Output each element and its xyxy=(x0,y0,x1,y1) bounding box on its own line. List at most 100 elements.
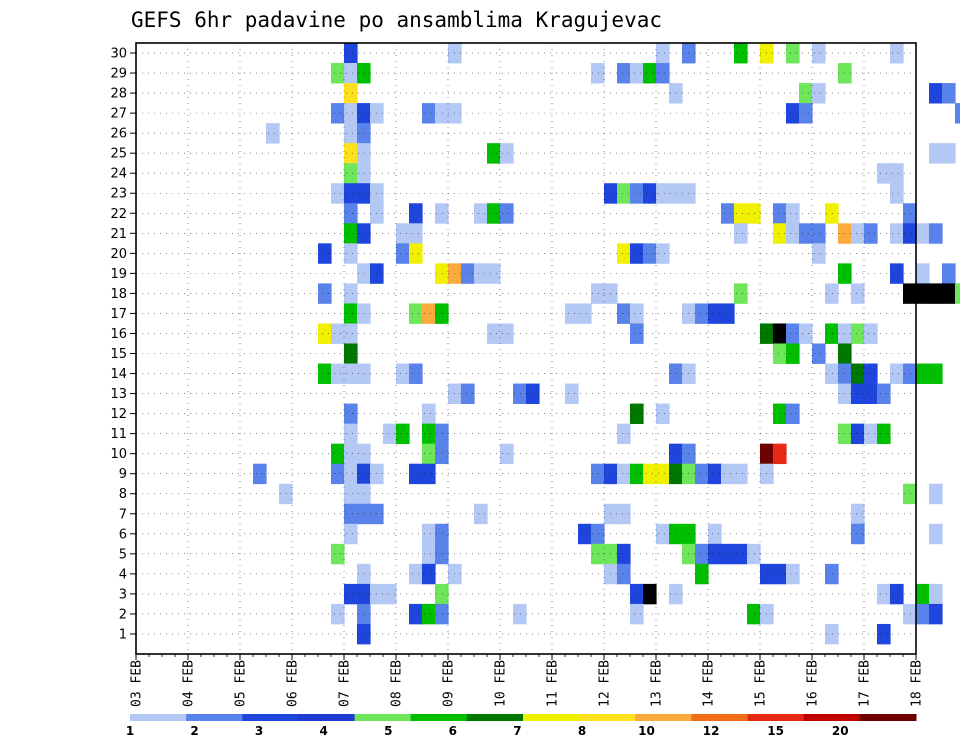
data-cell xyxy=(708,543,722,565)
data-cell xyxy=(890,43,904,64)
data-cell xyxy=(656,463,670,485)
data-cell xyxy=(695,303,709,324)
data-cell xyxy=(721,463,735,485)
data-cell xyxy=(344,283,358,304)
data-cell xyxy=(734,283,748,304)
data-cell xyxy=(669,583,683,605)
data-cell xyxy=(877,423,891,445)
data-cell xyxy=(591,463,605,485)
legend-swatch xyxy=(186,714,243,721)
data-cell xyxy=(357,303,371,324)
data-cell xyxy=(916,283,930,304)
data-cell xyxy=(773,403,787,425)
data-cell xyxy=(708,303,722,324)
data-cell xyxy=(344,103,358,124)
data-cell xyxy=(487,143,501,164)
data-cell xyxy=(383,583,397,605)
data-cell xyxy=(565,383,579,404)
data-cell xyxy=(812,343,826,364)
data-cell xyxy=(799,103,813,124)
data-cell xyxy=(461,383,475,404)
legend-swatch xyxy=(859,714,917,721)
data-cell xyxy=(357,503,371,525)
data-cell xyxy=(734,543,748,565)
data-cell xyxy=(266,123,280,144)
data-cell xyxy=(435,443,449,465)
data-cell xyxy=(344,323,358,344)
data-cell xyxy=(851,283,865,304)
x-tick-label: 09 FEB xyxy=(442,660,457,707)
plot-frame xyxy=(135,42,917,655)
y-tick-label: 7 xyxy=(119,507,127,522)
data-cell xyxy=(383,423,397,445)
data-cell xyxy=(435,303,449,324)
legend-swatch xyxy=(298,714,356,721)
data-cell xyxy=(786,343,800,364)
legend-label: 6 xyxy=(449,724,457,738)
x-tick-label: 06 FEB xyxy=(286,660,301,707)
data-cell xyxy=(357,443,371,465)
data-cell xyxy=(799,323,813,344)
data-cell xyxy=(812,243,826,264)
x-tick-label: 04 FEB xyxy=(182,660,197,707)
data-cell xyxy=(773,563,787,585)
data-cell xyxy=(708,463,722,485)
color-legend: 1 2 3 4 5 6 7 8 10 12 15 20 xyxy=(126,714,917,738)
data-cell xyxy=(409,243,423,264)
legend-swatch xyxy=(635,714,692,721)
data-cell xyxy=(357,603,371,625)
data-cell xyxy=(331,363,345,384)
data-cell xyxy=(513,603,527,625)
data-cell xyxy=(630,183,644,204)
data-cell xyxy=(630,463,644,485)
data-cell xyxy=(669,523,683,545)
data-cell xyxy=(357,163,371,184)
data-cell xyxy=(344,343,358,364)
legend-label: 4 xyxy=(320,724,328,738)
data-cell xyxy=(786,103,800,124)
data-cell xyxy=(825,563,839,585)
data-cell xyxy=(617,463,631,485)
data-cell xyxy=(942,263,956,284)
data-cell xyxy=(331,103,345,124)
x-tick-label: 08 FEB xyxy=(390,660,405,707)
data-cell xyxy=(916,603,930,625)
data-cell xyxy=(591,523,605,545)
legend-label: 12 xyxy=(703,724,720,738)
x-tick-label: 12 FEB xyxy=(598,660,613,707)
data-cell xyxy=(344,523,358,545)
data-cell xyxy=(656,43,670,64)
data-cell xyxy=(747,203,761,224)
data-cell xyxy=(435,603,449,625)
data-cell xyxy=(357,63,371,84)
data-cell xyxy=(955,103,960,124)
data-cell xyxy=(422,303,436,324)
data-cell xyxy=(617,63,631,84)
data-cell xyxy=(318,243,332,264)
data-cell xyxy=(786,563,800,585)
data-cell xyxy=(357,143,371,164)
data-cell xyxy=(877,623,891,645)
data-cell xyxy=(851,523,865,545)
data-cell xyxy=(396,363,410,384)
y-tick-label: 27 xyxy=(110,107,127,122)
data-cell xyxy=(773,343,787,364)
data-cell xyxy=(487,263,501,284)
data-cell xyxy=(643,463,657,485)
data-cell xyxy=(721,203,735,224)
data-cell xyxy=(474,203,488,224)
data-cell xyxy=(877,163,891,184)
data-cell xyxy=(825,323,839,344)
data-cell xyxy=(617,503,631,525)
data-cell xyxy=(916,263,930,284)
x-tick-label: 18 FEB xyxy=(910,660,925,707)
data-cell xyxy=(409,463,423,485)
data-cell xyxy=(422,603,436,625)
legend-label: 2 xyxy=(190,724,198,738)
data-cell xyxy=(344,423,358,445)
data-cell xyxy=(357,563,371,585)
data-cell xyxy=(487,203,501,224)
y-tick-label: 22 xyxy=(110,207,127,222)
y-tick-label: 5 xyxy=(119,547,127,562)
